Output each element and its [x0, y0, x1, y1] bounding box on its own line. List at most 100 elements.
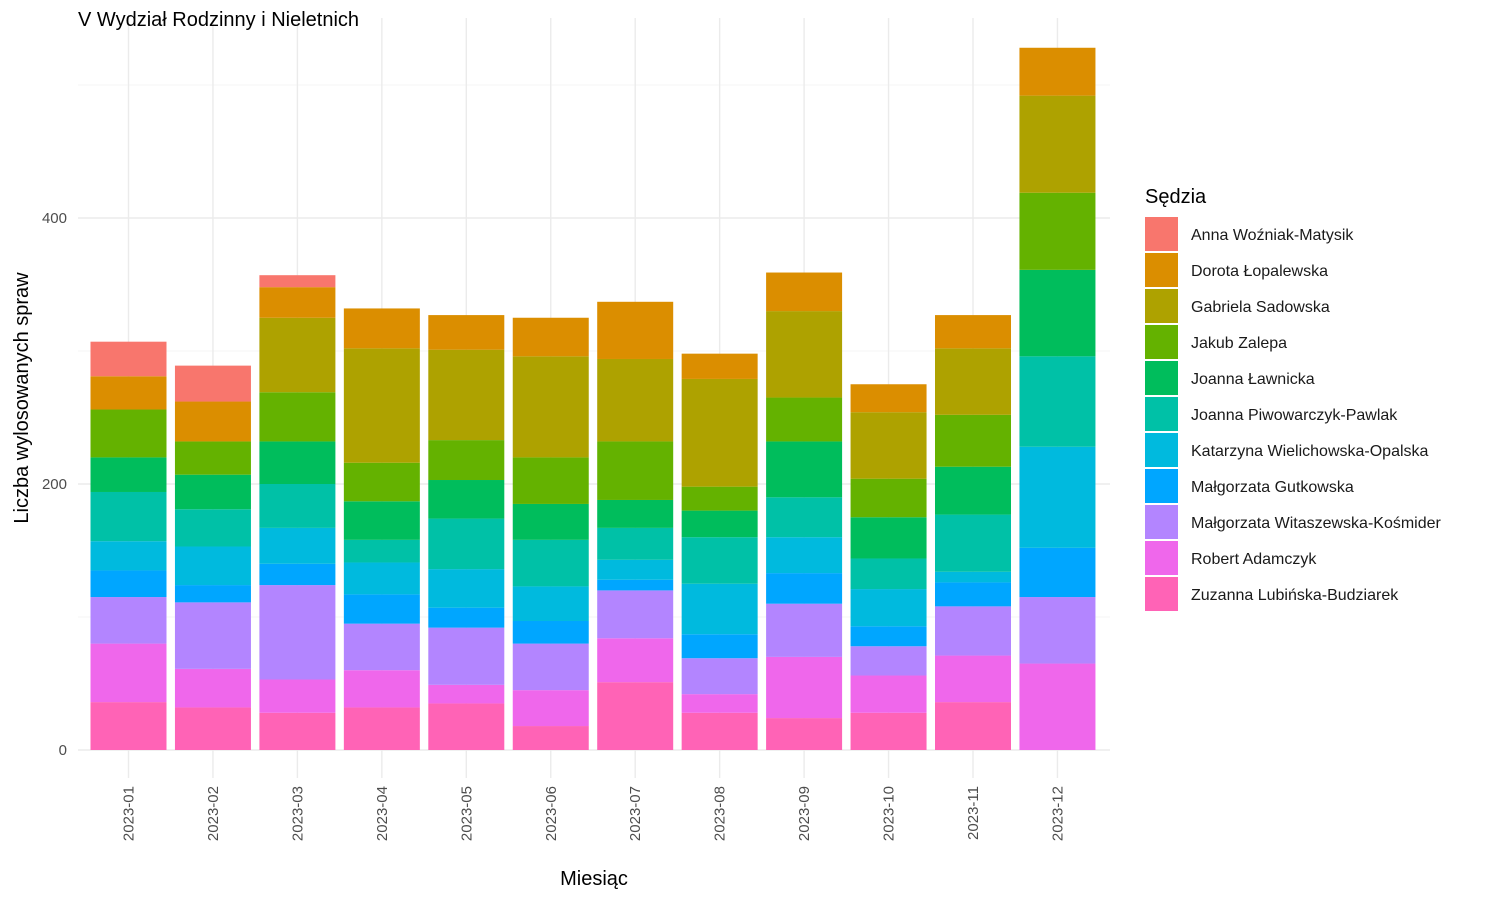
bar-segment — [174, 474, 251, 510]
bar-segment — [681, 378, 758, 487]
bar-segment — [343, 348, 420, 463]
bar-segment — [1019, 446, 1096, 548]
bar-segment — [512, 620, 589, 644]
bar-segment — [174, 585, 251, 603]
x-axis-title: Miesiąc — [560, 868, 628, 890]
bar-segment — [935, 702, 1011, 750]
bar-segment — [935, 514, 1011, 572]
bar-segment — [766, 497, 843, 538]
bar-segment — [850, 478, 927, 518]
bar-segment — [935, 582, 1011, 607]
bar-segment — [1019, 269, 1096, 357]
bar-segment — [935, 606, 1011, 656]
bar-segment — [90, 702, 167, 750]
bar-segment — [343, 594, 420, 624]
bar-segment — [681, 537, 758, 584]
bar-segment — [428, 684, 505, 704]
bar-segment — [428, 480, 505, 519]
bar-segment — [428, 703, 505, 750]
bar-segment — [597, 682, 674, 750]
bar-segment — [597, 499, 674, 528]
bar-segment — [259, 527, 336, 564]
bar-segment — [1019, 47, 1096, 96]
bar-segment — [766, 441, 843, 498]
legend-key — [1145, 397, 1178, 431]
bar-segment — [343, 562, 420, 595]
legend-title: Sędzia — [1145, 186, 1207, 208]
bar-segment — [766, 603, 843, 657]
bar-segment — [512, 690, 589, 727]
bar-segment — [90, 376, 167, 410]
x-tick-label: 2023-09 — [796, 786, 813, 841]
y-tick-label: 200 — [42, 476, 67, 493]
legend-label: Małgorzata Gutkowska — [1191, 479, 1354, 496]
bar-segment — [343, 623, 420, 671]
bar-segment — [850, 589, 927, 627]
bar-segment — [850, 384, 927, 413]
bar-segment — [90, 457, 167, 492]
bar-segment — [597, 527, 674, 560]
bar-segment — [259, 484, 336, 528]
bar-segment — [1019, 95, 1096, 193]
bar-segment — [681, 583, 758, 635]
x-tick-label: 2023-01 — [121, 786, 138, 841]
legend-key — [1145, 505, 1178, 539]
bar-segment — [766, 272, 843, 312]
bar-segment — [681, 658, 758, 695]
legend-label: Katarzyna Wielichowska-Opalska — [1191, 443, 1429, 460]
bar-segment — [174, 509, 251, 547]
legend-key — [1145, 541, 1178, 575]
bar-segment — [343, 670, 420, 708]
legend-key — [1145, 325, 1178, 359]
bar-segment — [174, 365, 251, 402]
bar-segment — [259, 563, 336, 586]
bar-segment — [935, 315, 1011, 349]
bar-segment — [90, 570, 167, 598]
legend-key — [1145, 469, 1178, 503]
legend-key — [1145, 361, 1178, 395]
x-tick-label: 2023-04 — [374, 786, 391, 841]
bar-segment — [259, 585, 336, 680]
bar-segment — [428, 440, 505, 481]
chart-title: V Wydział Rodzinny i Nieletnich — [78, 9, 359, 31]
bar-segment — [174, 668, 251, 708]
bar-segment — [90, 409, 167, 458]
bar-segment — [681, 353, 758, 379]
bar-segment — [850, 626, 927, 647]
bar-segment — [1019, 192, 1096, 270]
bar-segment — [681, 510, 758, 538]
bar-segment — [174, 707, 251, 750]
bar-segment — [597, 590, 674, 639]
bar-segment — [428, 607, 505, 628]
bar-segment — [428, 349, 505, 441]
bar-segment — [850, 412, 927, 479]
bar-segment — [428, 569, 505, 608]
x-tick-label: 2023-12 — [1049, 786, 1066, 841]
bar-segment — [512, 317, 589, 357]
bar-segment — [174, 441, 251, 475]
bar-segment — [259, 287, 336, 318]
bar-segment — [1019, 356, 1096, 447]
legend-key — [1145, 253, 1178, 287]
bar-segment — [766, 311, 843, 398]
x-axis-ticks: 2023-01 2023-02 2023-03 2023-04 2023-05 2023-… — [121, 786, 1067, 841]
bar-segment — [681, 712, 758, 750]
legend-label: Dorota Łopalewska — [1191, 263, 1328, 280]
x-tick-label: 2023-08 — [712, 786, 729, 841]
bar-segment — [766, 537, 843, 574]
bar-segment — [681, 486, 758, 511]
bar-segment — [90, 643, 167, 703]
legend-label: Małgorzata Witaszewska-Kośmider — [1191, 515, 1442, 532]
bar-segment — [850, 712, 927, 750]
bar-segment — [1019, 547, 1096, 598]
bar-segment — [512, 586, 589, 621]
bar-segment — [512, 643, 589, 691]
legend-label: Zuzanna Lubińska-Budziarek — [1191, 587, 1399, 604]
x-tick-label: 2023-02 — [205, 786, 222, 841]
bar-segment — [597, 301, 674, 359]
bar-segment — [597, 441, 674, 500]
legend-label: Joanna Ławnicka — [1191, 371, 1315, 388]
bar-segment — [766, 397, 843, 442]
bar-segment — [512, 356, 589, 458]
bar-segment — [343, 707, 420, 750]
